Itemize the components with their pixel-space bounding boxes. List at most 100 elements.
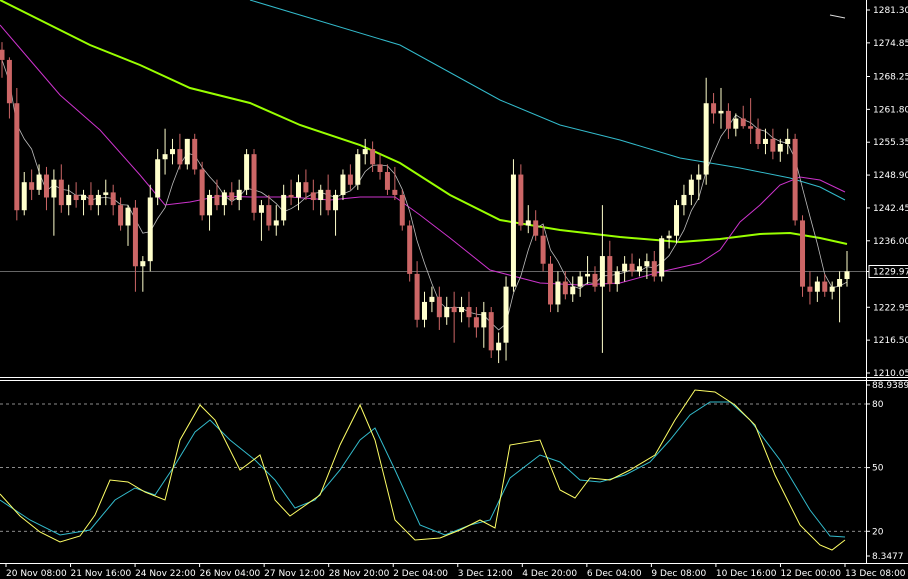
candle-body xyxy=(473,317,479,328)
time-tick-label: 10 Dec 16:00 xyxy=(716,569,777,579)
candle-body xyxy=(21,182,27,211)
price-tick-label: 1255.35 xyxy=(873,138,908,148)
candle-body xyxy=(66,194,72,206)
candle-body xyxy=(303,182,309,193)
candle-body xyxy=(659,238,665,277)
candle-body xyxy=(244,154,250,190)
candle-body xyxy=(518,174,524,226)
candle-body xyxy=(481,312,487,328)
candle-body xyxy=(436,296,442,318)
chart-frame xyxy=(0,0,908,564)
candle-body xyxy=(562,281,568,295)
stochastic-main-line xyxy=(0,389,846,551)
candle-body xyxy=(525,220,531,226)
candle-body xyxy=(807,286,813,292)
time-tick-label: 26 Nov 04:00 xyxy=(200,569,261,579)
candle-body xyxy=(295,182,301,198)
candle-body xyxy=(422,301,427,320)
candle-body xyxy=(725,110,731,129)
candle-body xyxy=(711,103,717,114)
candle-body xyxy=(718,110,724,114)
candle-body xyxy=(177,149,183,165)
candle-body xyxy=(800,220,806,287)
moving-average-ma_slow xyxy=(829,14,846,19)
candle-body xyxy=(162,154,168,160)
time-tick-label: 2 Dec 04:00 xyxy=(393,569,448,579)
candle-body xyxy=(258,205,264,213)
candle-body xyxy=(6,59,12,104)
candle-body xyxy=(125,207,131,226)
candle-body xyxy=(340,174,346,195)
candle-body xyxy=(325,189,331,211)
candle-body xyxy=(169,149,175,155)
candle-body xyxy=(755,128,761,144)
candle-body xyxy=(370,149,376,165)
candle-body xyxy=(777,143,783,152)
price-tick-label: 1274.85 xyxy=(873,39,908,49)
candle-body xyxy=(199,169,205,216)
time-tick-label: 21 Nov 16:00 xyxy=(71,569,132,579)
time-tick-label: 28 Nov 20:00 xyxy=(329,569,390,579)
candle-body xyxy=(577,276,583,287)
candle-body xyxy=(147,197,153,262)
candle-body xyxy=(570,286,576,295)
candle-body xyxy=(429,296,435,302)
candle-body xyxy=(451,307,457,313)
candle-body xyxy=(748,126,754,129)
time-tick-label: 6 Dec 04:00 xyxy=(587,569,642,579)
price-tick-label: 1268.25 xyxy=(873,72,908,82)
price-tick-label: 1281.30 xyxy=(873,6,908,16)
price-tick-label: 1236.00 xyxy=(873,237,908,247)
oscillator-tick-label: 8.3477 xyxy=(872,552,904,562)
candle-body xyxy=(377,164,383,173)
candle-body xyxy=(770,138,776,152)
moving-average-fast xyxy=(1,59,848,331)
price-axis: 1281.30 1274.85 1268.25 1261.80 1255.35 1248.… xyxy=(866,6,908,379)
candle-body xyxy=(392,189,398,195)
candle-body xyxy=(703,103,709,175)
candle-body xyxy=(688,179,694,195)
candle-body xyxy=(51,179,57,198)
time-tick-label: 24 Nov 22:00 xyxy=(135,569,196,579)
price-tick-label: 1261.80 xyxy=(873,105,908,115)
candle-body xyxy=(58,179,64,206)
candle-body xyxy=(636,266,642,272)
time-tick-label: 12 Dec 00:00 xyxy=(780,569,841,579)
candle-body xyxy=(681,194,687,206)
candle-body xyxy=(459,307,465,313)
candle-body xyxy=(36,174,42,190)
price-tick-label: 1242.45 xyxy=(873,204,908,214)
stochastic-oscillator xyxy=(0,389,846,551)
candle-body xyxy=(814,281,820,292)
candle-body xyxy=(555,281,561,305)
current-price-box xyxy=(868,265,908,279)
candle-body xyxy=(118,205,124,226)
price-tick-label: 1222.95 xyxy=(873,303,908,313)
moving-averages xyxy=(0,0,848,331)
oscillator-tick-label: 20 xyxy=(872,527,884,537)
candle-body xyxy=(399,194,405,226)
moving-average-ma_green xyxy=(0,0,848,245)
candle-body xyxy=(266,205,272,226)
candle-body xyxy=(0,49,5,60)
candle-body xyxy=(281,194,287,221)
candle-body xyxy=(533,220,539,236)
candle-body xyxy=(103,192,109,195)
oscillator-level-lines xyxy=(0,403,866,532)
time-tick-label: 20 Nov 08:00 xyxy=(6,569,67,579)
candle-body xyxy=(822,281,828,292)
oscillator-axis: 88.9389 80 50 20 8.3477 xyxy=(866,381,908,562)
oscillator-tick-label: 88.9389 xyxy=(872,381,908,391)
candle-body xyxy=(362,149,368,155)
candle-body xyxy=(785,138,791,144)
candle-body xyxy=(607,256,613,285)
candle-body xyxy=(95,194,101,206)
price-tick-label: 1216.50 xyxy=(873,336,908,346)
candle-body xyxy=(207,194,213,216)
oscillator-tick-label: 50 xyxy=(872,464,884,474)
candle-body xyxy=(829,286,835,292)
candle-body xyxy=(310,192,316,201)
candle-body xyxy=(110,192,116,206)
candlesticks xyxy=(0,42,850,364)
